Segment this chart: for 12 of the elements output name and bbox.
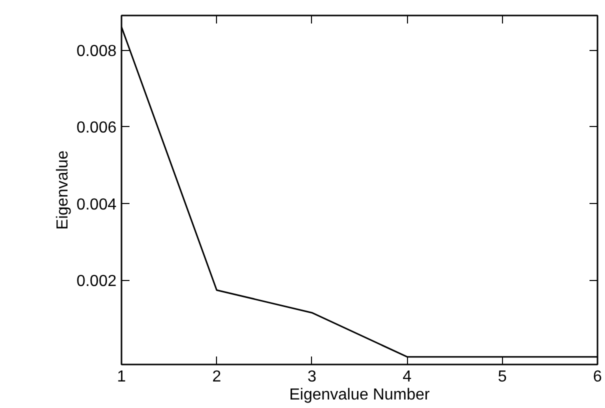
x-tick-label: 2 — [212, 368, 222, 386]
x-tick-label: 3 — [307, 368, 316, 386]
y-axis-title: Eigenvalue — [54, 150, 72, 230]
y-tick-label: 0.008 — [76, 43, 117, 60]
x-tick-label: 4 — [402, 368, 412, 386]
y-tick-label: 0.004 — [76, 196, 117, 214]
y-tick-label: 0.002 — [76, 273, 117, 290]
x-axis-title: Eigenvalue Number — [289, 386, 430, 404]
x-tick-label: 6 — [593, 368, 602, 386]
y-tick-label: 0.006 — [76, 120, 117, 137]
x-tick-label: 5 — [498, 368, 507, 386]
x-tick-label: 1 — [117, 368, 126, 386]
